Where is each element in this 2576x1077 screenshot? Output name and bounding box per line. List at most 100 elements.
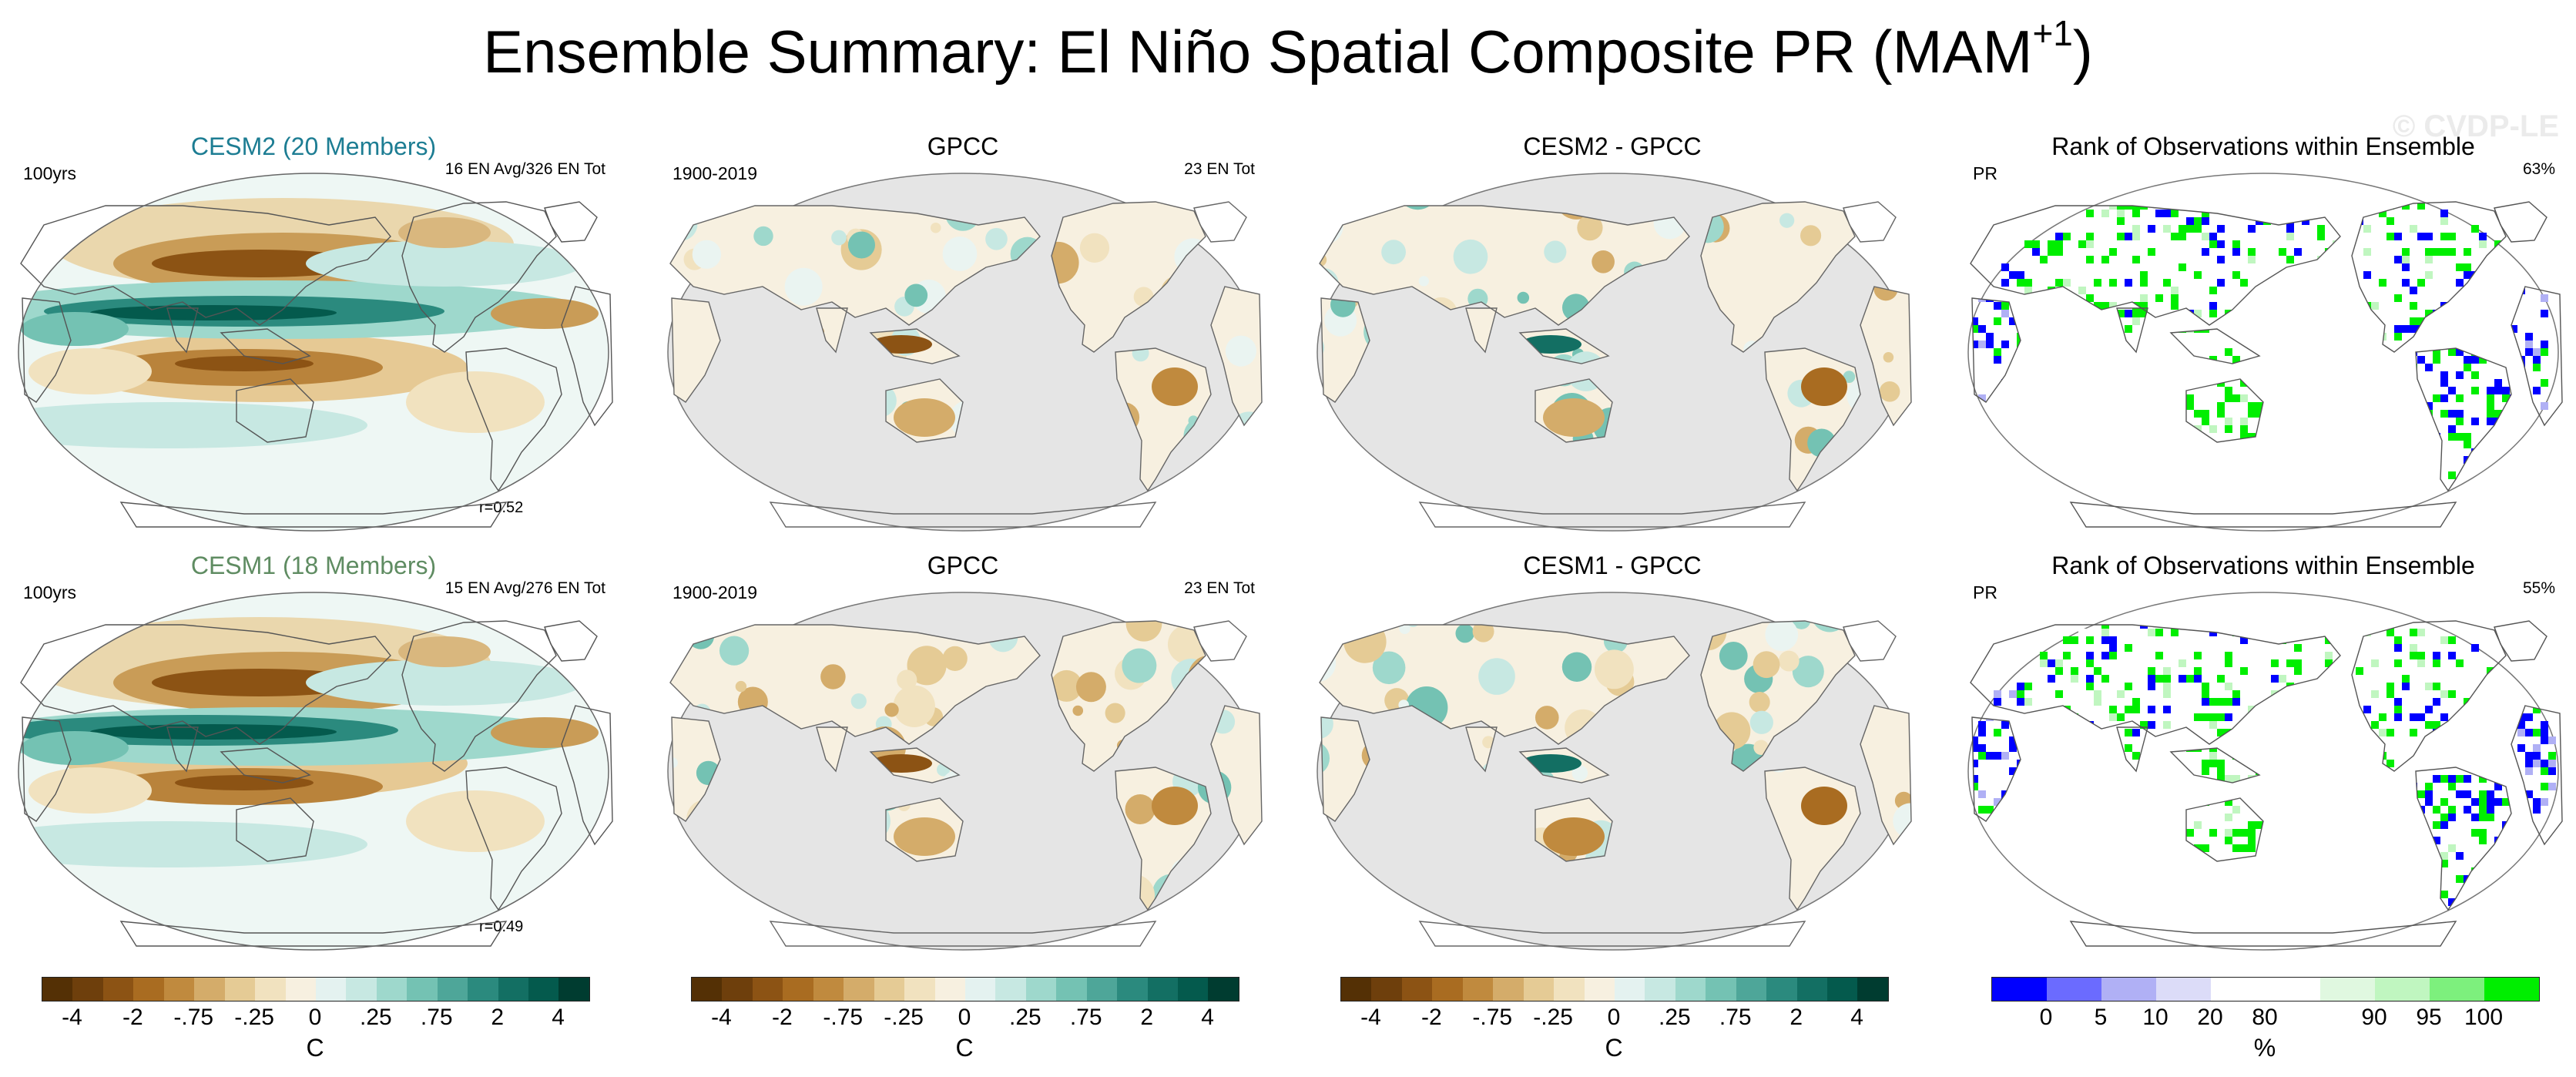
precip-patch <box>907 646 947 686</box>
rank-cell <box>2440 690 2448 698</box>
rank-cell <box>2533 729 2541 736</box>
rank-cell <box>2048 248 2055 256</box>
colorbar-cell-4 <box>813 978 844 1001</box>
rank-cell <box>2410 317 2417 325</box>
rank-cell <box>2394 713 2402 721</box>
rank-cell <box>2379 690 2386 698</box>
rank-cell <box>2071 675 2078 683</box>
land-australia <box>1535 797 1613 862</box>
precip-patch <box>672 590 708 609</box>
rank-cell <box>2109 636 2117 644</box>
colorbar-cell-5 <box>194 978 225 1001</box>
colorbar-tick-label: -.25 <box>884 1005 924 1030</box>
precip-patch <box>727 940 736 949</box>
rank-cell <box>2502 394 2510 402</box>
precip-patch <box>686 498 719 530</box>
colorbar-cell-7 <box>2375 978 2430 1001</box>
rank-cell <box>2140 721 2148 729</box>
land-india <box>2116 726 2148 773</box>
panel-right-label: 15 EN Avg/276 EN Tot <box>444 579 605 597</box>
rank-cell <box>2294 675 2302 683</box>
rank-cell <box>2194 821 2202 829</box>
rank-cell <box>2232 636 2240 644</box>
rank-cell <box>2209 721 2217 729</box>
colorbar-cell-4 <box>2211 978 2266 1001</box>
rank-cell <box>2286 659 2294 667</box>
rank-cell <box>2240 667 2248 675</box>
rank-cell <box>2394 698 2402 706</box>
colorbar-ticks: 0 5 10 20 80 90 95 100 <box>1991 1005 2538 1035</box>
panel-right-label: 63% <box>2522 160 2555 178</box>
rank-cell <box>2024 287 2032 294</box>
rank-cell <box>2548 752 2556 760</box>
rank-cell <box>2541 402 2548 410</box>
panel-left-label: 100yrs <box>23 163 77 183</box>
map-observations <box>667 173 1263 532</box>
rank-cell <box>2386 729 2394 736</box>
rank-cell <box>2163 667 2171 675</box>
rank-cell <box>2032 683 2040 690</box>
land-africa-east <box>22 716 72 822</box>
rank-cell <box>2502 387 2510 394</box>
rank-cell <box>2425 233 2433 240</box>
colorbar-cell-0 <box>692 978 723 1001</box>
rank-cell <box>2464 248 2471 256</box>
rank-cell <box>2440 233 2448 240</box>
rank-cell <box>2017 279 2024 287</box>
land-greenland <box>1193 620 1247 662</box>
rank-cell <box>2464 806 2471 814</box>
rank-cell <box>2479 814 2487 821</box>
rank-cell <box>2125 271 2132 279</box>
rank-cell <box>2155 644 2163 652</box>
colorbar-tick-label: 5 <box>2094 1005 2108 1030</box>
rank-cell <box>2425 721 2433 729</box>
rank-cell <box>2155 294 2163 302</box>
rank-cell <box>2433 821 2440 829</box>
rank-cell <box>2425 798 2433 806</box>
rank-cell <box>2202 760 2209 767</box>
rank-cell <box>2402 675 2410 683</box>
rank-cell <box>2263 667 2271 675</box>
rank-cell <box>2078 271 2086 279</box>
rank-cell <box>2394 659 2402 667</box>
colorbar-cell-14 <box>468 978 498 1001</box>
rank-cell <box>2024 248 2032 256</box>
land-north-america <box>2351 620 2507 772</box>
rank-cell <box>2394 706 2402 713</box>
rank-cell <box>2410 225 2417 233</box>
rank-cell <box>2109 279 2117 287</box>
rank-cell <box>2109 652 2117 659</box>
rank-cell <box>1986 341 1994 348</box>
rank-cell <box>2232 248 2240 256</box>
colorbar-cell-0 <box>42 978 73 1001</box>
precip-patch <box>735 680 747 693</box>
precip-patch <box>670 877 699 907</box>
rank-cell <box>2024 279 2032 287</box>
rank-cell <box>2094 302 2101 310</box>
rank-cell <box>2140 302 2148 310</box>
rank-cell <box>2125 706 2132 713</box>
colorbar-cell-15 <box>498 978 528 1001</box>
rank-cell <box>2471 418 2479 425</box>
rank-cell <box>2394 644 2402 652</box>
colorbar-tick-label: .25 <box>1659 1005 1691 1030</box>
rank-cell <box>2386 690 2394 698</box>
rank-cell <box>2194 271 2202 279</box>
rank-cell <box>2487 410 2494 418</box>
rank-cell <box>2225 837 2232 844</box>
land-maritime-continent <box>220 328 311 364</box>
rank-cell <box>1986 333 1994 341</box>
rank-cell <box>2202 217 2209 225</box>
rank-cell <box>2425 652 2433 659</box>
land-australia <box>885 797 964 862</box>
land-maritime-continent <box>869 328 961 364</box>
rank-cell <box>2232 844 2240 852</box>
rank-cell <box>2417 356 2425 364</box>
precip-patch <box>1833 503 1856 525</box>
australia-anomaly <box>894 398 955 437</box>
colorbar-tick-label: -2 <box>1420 1005 1442 1030</box>
rank-cell <box>2448 425 2456 433</box>
colorbar-tick-label: -.25 <box>234 1005 274 1030</box>
rank-cell <box>2386 683 2394 690</box>
rank-cell <box>2094 279 2101 287</box>
